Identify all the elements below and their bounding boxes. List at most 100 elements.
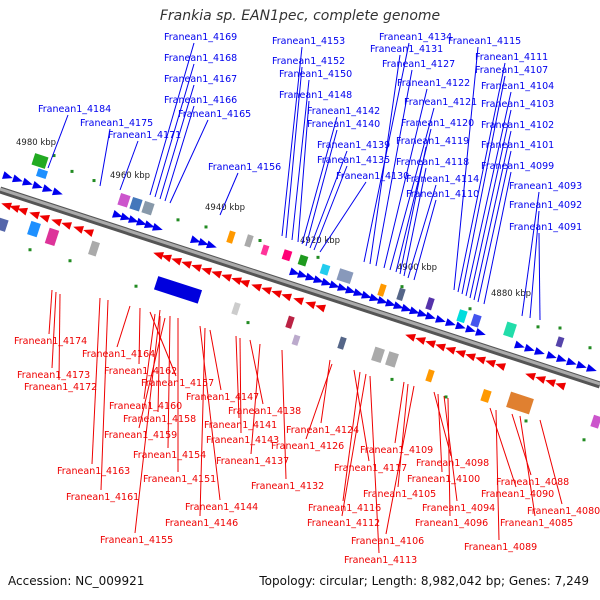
leader-line bbox=[167, 315, 171, 449]
forward-gene-arrow bbox=[445, 318, 456, 326]
forward-gene-arrow bbox=[409, 306, 420, 315]
forward-gene-arrow bbox=[329, 280, 340, 289]
leader-line bbox=[341, 373, 367, 517]
forward-gene-label: Franean1_4102 bbox=[481, 120, 554, 131]
leader-line bbox=[309, 150, 348, 249]
leader-line bbox=[495, 409, 500, 541]
leader-line bbox=[159, 84, 195, 200]
reverse-gene-arrow bbox=[161, 254, 172, 263]
forward-gene-arrow bbox=[361, 290, 372, 299]
forward-gene-arrow bbox=[2, 171, 13, 179]
leader-line bbox=[313, 165, 348, 251]
reverse-gene-label: Franean1_4116 bbox=[308, 503, 381, 514]
forward-gene-label: Franean1_4115 bbox=[448, 36, 521, 47]
gene-block bbox=[141, 200, 155, 216]
leader-line bbox=[394, 381, 405, 444]
forward-gene-label: Franean1_4092 bbox=[509, 200, 582, 211]
forward-gene-label: Franean1_4101 bbox=[481, 140, 554, 151]
leader-line bbox=[539, 419, 563, 505]
forward-gene-label: Franean1_4152 bbox=[272, 56, 345, 67]
reverse-gene-label: Franean1_4146 bbox=[165, 518, 238, 529]
gene-block bbox=[396, 287, 406, 301]
forward-gene-arrow bbox=[534, 347, 545, 355]
forward-gene-label: Franean1_4099 bbox=[481, 161, 554, 172]
forward-gene-arrow bbox=[128, 215, 139, 223]
leader-line bbox=[199, 327, 206, 517]
reverse-gene-arrow bbox=[9, 205, 20, 213]
reverse-gene-arrow bbox=[29, 211, 40, 220]
forward-gene-arrow bbox=[556, 354, 567, 362]
reverse-gene-arrow bbox=[435, 343, 446, 352]
tick-label: 4920 kbp bbox=[300, 236, 340, 246]
tick-mark bbox=[536, 325, 540, 329]
tick-mark bbox=[558, 326, 562, 330]
reverse-gene-arrow bbox=[525, 372, 536, 381]
gene-block bbox=[27, 220, 41, 238]
leader-line bbox=[403, 167, 427, 277]
gene-block bbox=[480, 389, 492, 403]
reverse-gene-arrow bbox=[475, 356, 486, 365]
forward-gene-label: Franean1_4140 bbox=[307, 119, 380, 130]
forward-gene-arrow bbox=[401, 303, 412, 312]
forward-gene-label: Franean1_4171 bbox=[108, 130, 181, 141]
leader-line bbox=[521, 191, 540, 317]
leader-line bbox=[285, 66, 303, 239]
leader-line bbox=[383, 88, 428, 269]
tick-mark bbox=[70, 169, 74, 173]
leader-line bbox=[51, 291, 57, 369]
reverse-gene-arrow bbox=[83, 229, 94, 237]
forward-gene-arrow bbox=[475, 327, 486, 336]
forward-gene-arrow bbox=[112, 210, 123, 218]
tick-mark bbox=[588, 346, 592, 350]
forward-gene-label: Franean1_4148 bbox=[279, 90, 352, 101]
forward-gene-label: Franean1_4130 bbox=[336, 171, 409, 182]
reverse-gene-label: Franean1_4132 bbox=[251, 481, 324, 492]
forward-gene-arrow bbox=[369, 293, 380, 302]
leader-line bbox=[209, 329, 222, 391]
gene-block bbox=[44, 227, 60, 247]
leader-line bbox=[281, 46, 303, 237]
forward-gene-label: Franean1_4119 bbox=[396, 136, 469, 147]
leader-line bbox=[157, 315, 161, 413]
forward-gene-label: Franean1_4091 bbox=[509, 222, 582, 233]
leader-line bbox=[149, 42, 195, 196]
tick-label: 4960 kbp bbox=[110, 171, 150, 181]
gene-block bbox=[117, 193, 131, 208]
forward-gene-arrow bbox=[32, 181, 43, 189]
reverse-gene-arrow bbox=[17, 207, 28, 216]
leader-line bbox=[453, 46, 479, 291]
forward-gene-label: Franean1_4166 bbox=[164, 95, 237, 106]
forward-gene-arrow bbox=[190, 235, 201, 243]
tick-mark bbox=[400, 285, 404, 289]
reverse-gene-arrow bbox=[181, 261, 192, 269]
forward-gene-arrow bbox=[576, 360, 587, 369]
leader-line bbox=[250, 343, 261, 455]
forward-gene-arrow bbox=[198, 237, 209, 246]
reverse-gene-label: Franean1_4100 bbox=[407, 474, 480, 485]
reverse-gene-label: Franean1_4089 bbox=[464, 542, 537, 553]
tick-mark bbox=[68, 259, 72, 263]
feature-layer bbox=[0, 153, 600, 442]
tick-label: 4940 kbp bbox=[205, 203, 245, 213]
leader-line bbox=[413, 199, 437, 281]
leader-line bbox=[291, 79, 310, 241]
gene-block bbox=[337, 336, 347, 350]
forward-gene-arrow bbox=[297, 270, 308, 278]
forward-gene-arrow bbox=[337, 283, 348, 291]
forward-gene-label: Franean1_4093 bbox=[509, 181, 582, 192]
leader-line bbox=[399, 146, 427, 275]
forward-gene-label: Franean1_4142 bbox=[307, 106, 380, 117]
leader-line bbox=[519, 415, 536, 517]
reverse-gene-label: Franean1_4160 bbox=[109, 401, 182, 412]
forward-gene-arrow bbox=[345, 285, 356, 294]
leader-line bbox=[235, 335, 240, 419]
reverse-gene-label: Franean1_4159 bbox=[104, 430, 177, 441]
gene-block bbox=[506, 391, 534, 415]
leader-line bbox=[116, 305, 131, 348]
reverse-gene-label: Franean1_4161 bbox=[66, 492, 139, 503]
gene-block bbox=[319, 263, 331, 276]
leader-line bbox=[529, 210, 540, 319]
gene-block bbox=[425, 369, 435, 383]
reverse-gene-label: Franean1_4124 bbox=[286, 425, 359, 436]
reverse-gene-label: Franean1_4113 bbox=[344, 555, 417, 566]
